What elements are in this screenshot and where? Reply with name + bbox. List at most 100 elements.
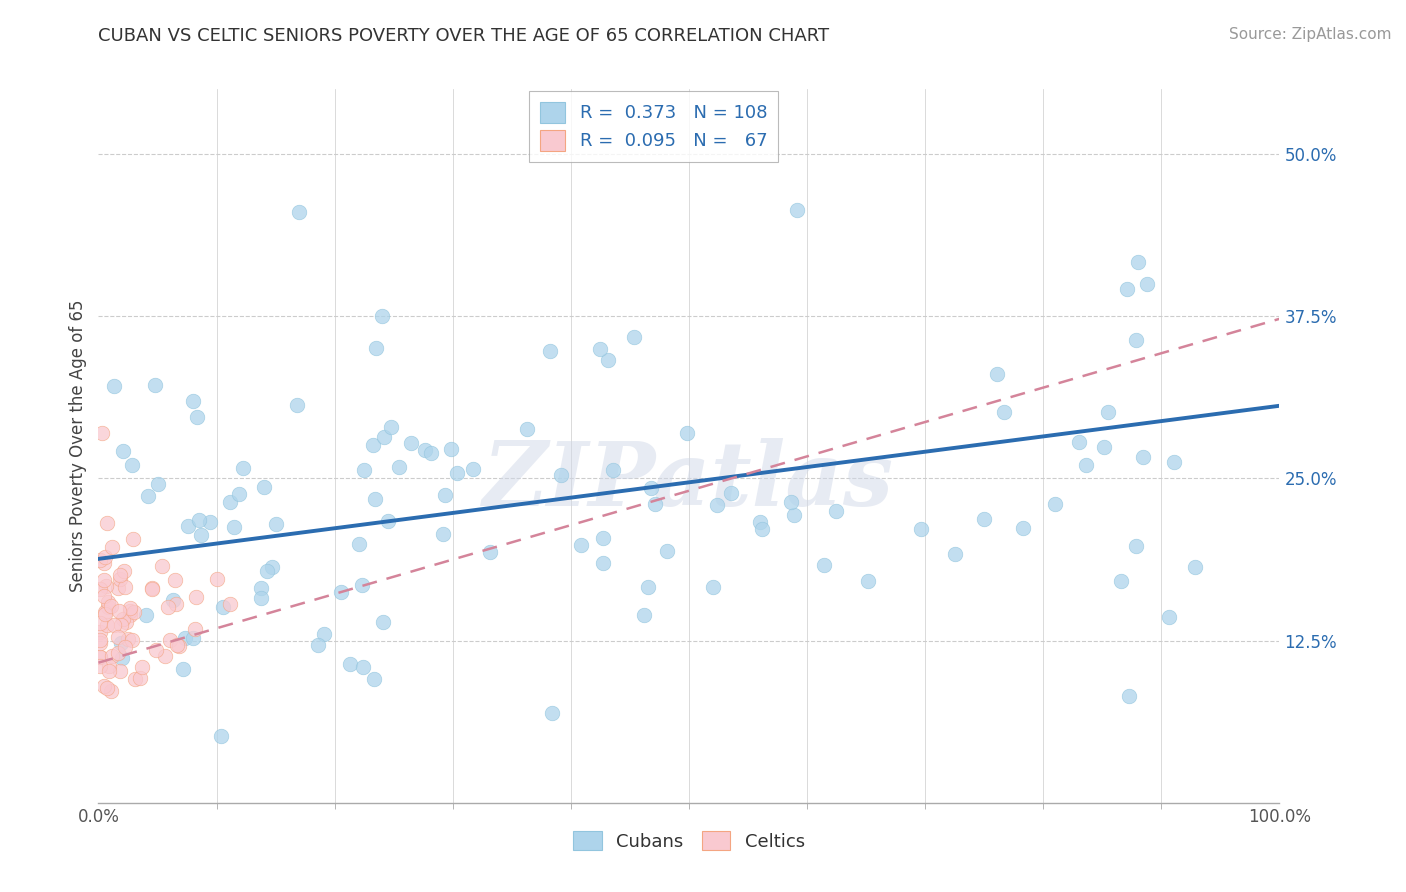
Point [419,446,441,460]
Point [371,310,394,324]
Point [108,567,131,582]
Point [644,497,666,511]
Text: CUBAN VS CELTIC SENIORS POVERTY OVER THE AGE OF 65 CORRELATION CHART: CUBAN VS CELTIC SENIORS POVERTY OVER THE… [98,27,830,45]
Point [91,425,114,440]
Point [165,597,187,611]
Point [1184,559,1206,574]
Point [1012,520,1035,534]
Point [111,444,134,458]
Point [1097,404,1119,418]
Point [134,607,156,622]
Point [89,632,111,647]
Point [156,599,179,614]
Point [89,625,111,640]
Point [121,633,143,648]
Text: Source: ZipAtlas.com: Source: ZipAtlas.com [1229,27,1392,42]
Point [110,618,132,632]
Point [93,589,115,603]
Point [1163,455,1185,469]
Point [94,578,117,592]
Point [145,643,167,657]
Point [97,659,120,673]
Point [434,488,457,502]
Point [516,421,538,435]
Point [856,574,879,589]
Point [120,603,142,617]
Point [1132,450,1154,464]
Point [153,649,176,664]
Point [751,522,773,536]
Point [675,425,697,440]
Point [287,398,309,412]
Point [339,657,361,672]
Point [110,665,132,679]
Point [307,638,329,652]
Point [111,651,134,665]
Point [1157,609,1180,624]
Point [89,659,111,673]
Point [184,622,207,636]
Point [188,513,211,527]
Point [174,631,197,645]
Point [1116,282,1139,296]
Point [589,342,612,356]
Point [190,528,212,542]
Point [124,672,146,686]
Point [89,582,111,597]
Point [592,532,614,546]
Point [167,639,190,653]
Point [540,344,562,359]
Point [114,615,136,629]
Point [569,538,592,552]
Point [415,442,437,457]
Point [186,410,208,425]
Point [146,477,169,491]
Point [89,635,111,649]
Point [181,394,204,409]
Point [249,581,271,595]
Point [350,578,373,592]
Point [224,520,246,534]
Point [228,487,250,501]
Point [373,430,395,444]
Point [1135,277,1157,292]
Point [993,405,1015,419]
Point [312,627,335,641]
Point [100,599,122,613]
Point [122,605,145,619]
Point [159,633,181,648]
Point [388,459,411,474]
Point [218,495,240,509]
Point [249,591,271,606]
Point [352,659,374,673]
Point [623,329,645,343]
Point [93,573,115,587]
Point [141,581,163,595]
Point [633,608,655,623]
Point [112,564,135,578]
Point [118,600,141,615]
Text: ZIPatlas: ZIPatlas [484,439,894,524]
Point [541,706,564,721]
Point [108,572,131,586]
Point [706,498,728,512]
Point [1043,497,1066,511]
Point [550,468,572,483]
Point [592,556,614,570]
Point [101,648,124,663]
Point [377,514,399,528]
Point [347,537,370,551]
Point [89,650,111,665]
Point [264,516,287,531]
Point [364,491,387,506]
Point [446,467,468,481]
Point [128,671,150,685]
Point [779,494,801,508]
Point [1069,434,1091,449]
Point [110,636,132,650]
Point [207,572,229,586]
Point [783,508,806,523]
Point [363,672,385,686]
Point [141,582,163,597]
Point [813,558,835,572]
